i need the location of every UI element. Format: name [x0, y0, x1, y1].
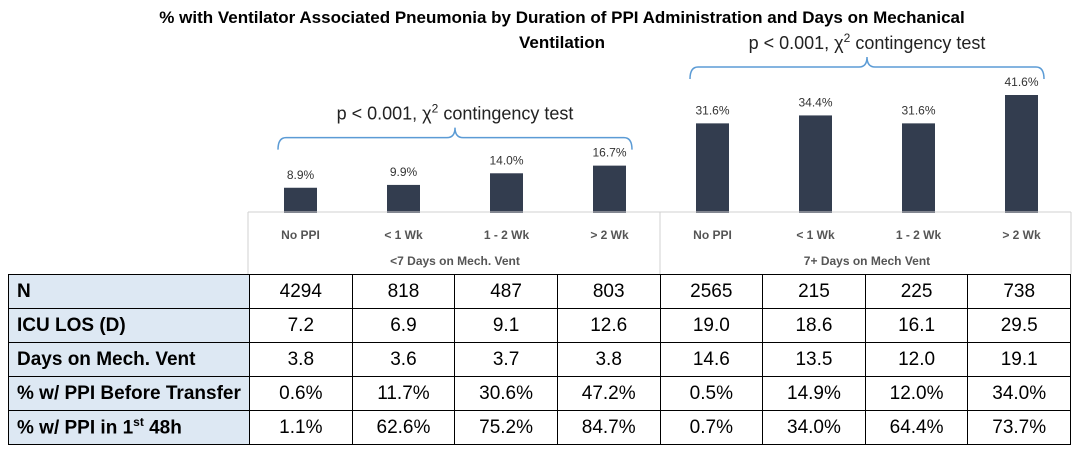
- table-cell: 13.5: [762, 342, 866, 377]
- table-cell: 3.8: [556, 342, 661, 377]
- data-table: N 4294 818 487 803 2565 215 225 738 ICU LOS (D) 7.…: [8, 274, 1071, 445]
- table-cell: 30.6%: [454, 376, 558, 411]
- table-cell: 487: [454, 274, 558, 309]
- table-row: ICU LOS (D) 7.2 6.9 9.1 12.6 19.0 18.6 16.1 29.5: [8, 308, 1071, 343]
- table-cell: 47.2%: [556, 376, 661, 411]
- significance-annotation-1: p < 0.001, χ2 contingency test: [337, 102, 574, 124]
- table-cell: 3.8: [249, 342, 353, 377]
- table-cell: 12.0: [864, 342, 969, 377]
- chart-title-line-1: % with Ventilator Associated Pneumonia b…: [159, 8, 964, 27]
- table-cell: 3.6: [351, 342, 456, 377]
- table-cell: 14.9%: [762, 376, 866, 411]
- bar-g1-2: [387, 184, 420, 213]
- row-label: Days on Mech. Vent: [8, 342, 250, 377]
- row-label: N: [8, 274, 250, 309]
- table-cell: 3.7: [454, 342, 558, 377]
- value-label-g2-2: 34.4%: [798, 95, 832, 109]
- group-label-2: 7+ Days on Mech Vent: [804, 254, 930, 268]
- row-label: % w/ PPI Before Transfer: [8, 376, 250, 411]
- table-cell: 19.1: [967, 342, 1071, 377]
- table-cell: 12.0%: [864, 376, 969, 411]
- significance-bracket-1: [277, 127, 633, 150]
- significance-annotation-2: p < 0.001, χ2 contingency test: [749, 31, 986, 53]
- table-cell: 16.1: [864, 308, 969, 343]
- table-cell: 11.7%: [351, 376, 456, 411]
- bar-g1-4: [593, 165, 626, 213]
- table-cell: 84.7%: [556, 410, 661, 445]
- table-cell: 18.6: [762, 308, 866, 343]
- row-label: ICU LOS (D): [8, 308, 250, 343]
- table-cell: 6.9: [351, 308, 456, 343]
- table-cell: 803: [556, 274, 661, 309]
- table-cell: 2565: [659, 274, 764, 309]
- table-cell: 34.0%: [967, 376, 1071, 411]
- significance-bracket-2: [689, 56, 1045, 80]
- table-cell: 19.0: [659, 308, 764, 343]
- table-cell: 34.0%: [762, 410, 866, 445]
- value-label-g1-1: 8.9%: [287, 168, 315, 182]
- category-label-g2-2: < 1 Wk: [796, 228, 835, 242]
- table-cell: 0.7%: [659, 410, 764, 445]
- table-cell: 738: [967, 274, 1071, 309]
- table-row: Days on Mech. Vent 3.8 3.6 3.7 3.8 14.6 13.5 12…: [8, 342, 1071, 377]
- group-label-1: <7 Days on Mech. Vent: [390, 254, 520, 268]
- table-cell: 0.5%: [659, 376, 764, 411]
- category-label-g1-2: < 1 Wk: [384, 228, 423, 242]
- bar-g2-1: [696, 123, 729, 213]
- category-label-g2-3: 1 - 2 Wk: [896, 228, 942, 242]
- table-row: % w/ PPI in 1st 48h 1.1% 62.6% 75.2% 84.7% 0.…: [8, 410, 1071, 445]
- category-label-g2-4: > 2 Wk: [1002, 228, 1041, 242]
- table-cell: 4294: [249, 274, 353, 309]
- chart-title-line-2: Ventilation: [519, 33, 605, 52]
- table-cell: 9.1: [454, 308, 558, 343]
- bars-layer: 8.9% No PPI 9.9% < 1 Wk 14.0% 1 - 2 Wk 16.7% > …: [281, 75, 1041, 268]
- table-cell: 14.6: [659, 342, 764, 377]
- category-label-g1-1: No PPI: [281, 228, 320, 242]
- ventilator-pneumonia-chart: % with Ventilator Associated Pneumonia b…: [159, 8, 1072, 274]
- table-cell: 1.1%: [249, 410, 353, 445]
- bar-g2-2: [799, 115, 832, 213]
- table-cell: 818: [351, 274, 456, 309]
- table-cell: 215: [762, 274, 866, 309]
- category-label-g1-4: > 2 Wk: [590, 228, 629, 242]
- bar-g1-3: [490, 173, 523, 213]
- table-row: % w/ PPI Before Transfer 0.6% 11.7% 30.6% 47…: [8, 376, 1071, 411]
- row-label: % w/ PPI in 1st 48h: [8, 410, 250, 445]
- table-cell: 62.6%: [351, 410, 456, 445]
- table-cell: 73.7%: [967, 410, 1071, 445]
- value-label-g1-3: 14.0%: [489, 153, 523, 167]
- table-body: N 4294 818 487 803 2565 215 225 738 ICU LOS (D) 7.…: [8, 274, 1071, 445]
- value-label-g2-1: 31.6%: [695, 103, 729, 117]
- table-row: N 4294 818 487 803 2565 215 225 738: [8, 274, 1071, 309]
- value-label-g2-4: 41.6%: [1004, 75, 1038, 89]
- category-label-g2-1: No PPI: [693, 228, 732, 242]
- table-cell: 64.4%: [864, 410, 969, 445]
- category-label-g1-3: 1 - 2 Wk: [484, 228, 530, 242]
- value-label-g1-2: 9.9%: [390, 165, 418, 179]
- bar-g2-4: [1005, 95, 1038, 213]
- table-cell: 7.2: [249, 308, 353, 343]
- table-cell: 12.6: [556, 308, 661, 343]
- brackets-layer: p < 0.001, χ2 contingency test p < 0.001,…: [277, 31, 1045, 150]
- value-label-g1-4: 16.7%: [592, 146, 626, 160]
- bar-g2-3: [902, 123, 935, 213]
- table-cell: 225: [864, 274, 969, 309]
- table-cell: 0.6%: [249, 376, 353, 411]
- table-cell: 75.2%: [454, 410, 558, 445]
- table-cell: 29.5: [967, 308, 1071, 343]
- value-label-g2-3: 31.6%: [901, 103, 935, 117]
- bar-g1-1: [284, 187, 317, 213]
